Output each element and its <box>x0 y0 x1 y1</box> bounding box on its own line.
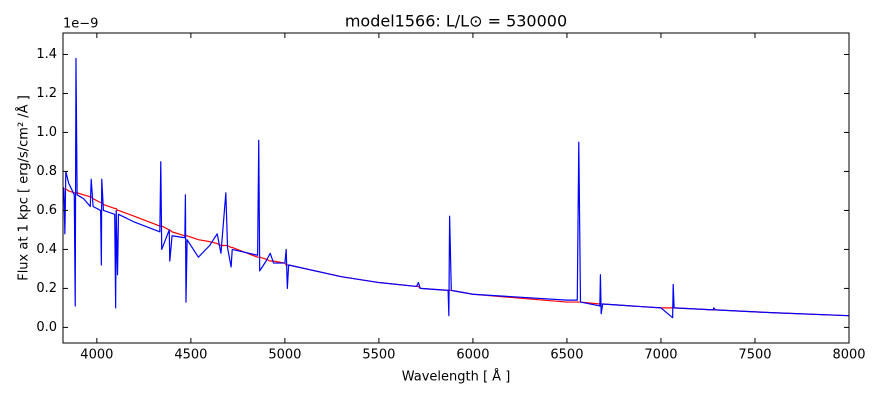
y-tick-label: 0.8 <box>36 164 57 179</box>
plot-area <box>63 57 849 319</box>
x-tick-label: 4500 <box>174 348 207 363</box>
x-tick-label: 6500 <box>550 348 583 363</box>
series-line <box>63 186 849 317</box>
y-offset-label: 1e−9 <box>63 17 98 32</box>
x-tick-label: 4000 <box>80 348 113 363</box>
x-tick-label: 5000 <box>268 348 301 363</box>
chart-title: model1566: L/L⊙ = 530000 <box>345 12 567 31</box>
plot-frame <box>62 32 850 344</box>
y-tick-label: 0.4 <box>36 242 57 257</box>
y-axis-label: Flux at 1 kpc [ erg/s/cm² /Å ] <box>16 95 32 281</box>
x-tick-label: 7000 <box>644 348 677 363</box>
x-axis-label: Wavelength [ Å ] <box>402 369 511 385</box>
y-tick-label: 1.2 <box>36 86 57 101</box>
y-tick-label: 1.0 <box>36 125 57 140</box>
x-tick-label: 5500 <box>362 348 395 363</box>
x-tick-label: 7500 <box>738 348 771 363</box>
series-line <box>63 57 849 319</box>
y-tick-label: 0.0 <box>36 320 57 335</box>
x-tick-label: 8000 <box>832 348 865 363</box>
x-tick-label: 6000 <box>456 348 489 363</box>
y-tick-label: 0.2 <box>36 281 57 296</box>
y-tick-label: 1.4 <box>36 47 57 62</box>
y-tick-label: 0.6 <box>36 203 57 218</box>
